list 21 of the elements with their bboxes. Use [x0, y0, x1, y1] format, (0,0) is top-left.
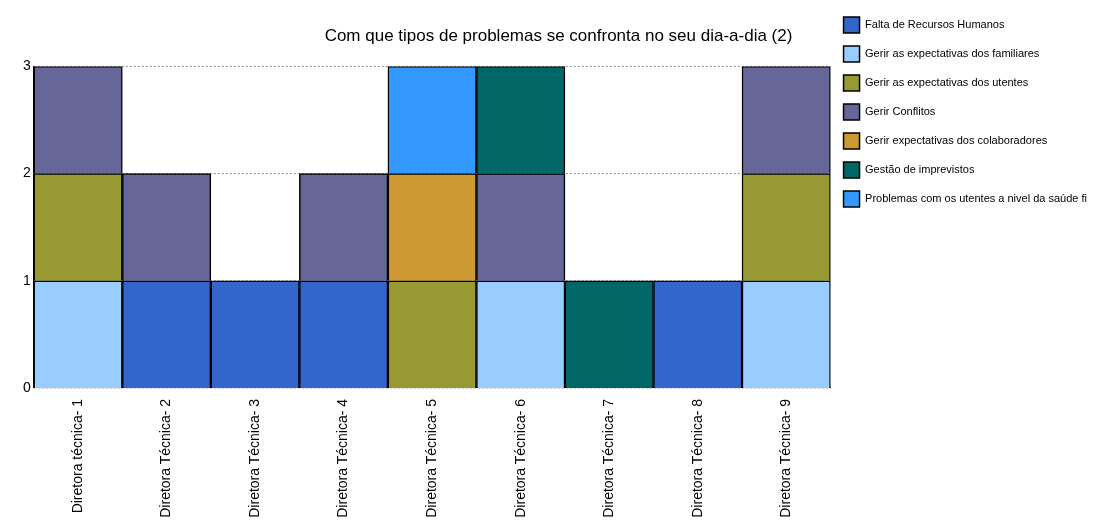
legend-label: Gerir as expectativas dos utentes [865, 76, 1029, 89]
legend-label: Gerir Conflitos [865, 105, 936, 118]
legend-label: Falta de Recursos Humanos [865, 18, 1005, 31]
legend-label: Problemas com os utentes a nivel da saúde fi [865, 192, 1088, 205]
x-tick-label: Diretora Técnica- 7 [600, 398, 617, 518]
y-tick-label: 2 [22, 164, 31, 181]
x-tick-label: Diretora Técnica- 9 [777, 398, 794, 518]
x-tick-label: Diretora Técnica- 3 [245, 398, 262, 518]
legend-label: Gerir as expectativas dos familiares [865, 47, 1040, 60]
legend-label: Gerir expectativas dos colaboradores [865, 134, 1048, 147]
x-tick-label: Diretora Técnica- 8 [688, 398, 705, 518]
x-tick-label: Diretora Técnica- 2 [157, 398, 174, 518]
legend-label: Gestão de imprevistos [865, 163, 975, 176]
x-tick-label: Diretora Técnica- 5 [423, 398, 440, 518]
x-tick-label: Diretora técnica- 1 [68, 398, 85, 514]
y-tick-label: 0 [22, 378, 31, 395]
y-tick-label: 1 [22, 271, 31, 288]
chart-title: Com que tipos de problemas se confronta no seu dia-a-dia (2) [324, 25, 793, 45]
y-tick-label: 3 [22, 57, 31, 74]
x-tick-label: Diretora Técnica- 6 [511, 398, 528, 518]
x-tick-label: Diretora Técnica- 4 [334, 398, 351, 518]
